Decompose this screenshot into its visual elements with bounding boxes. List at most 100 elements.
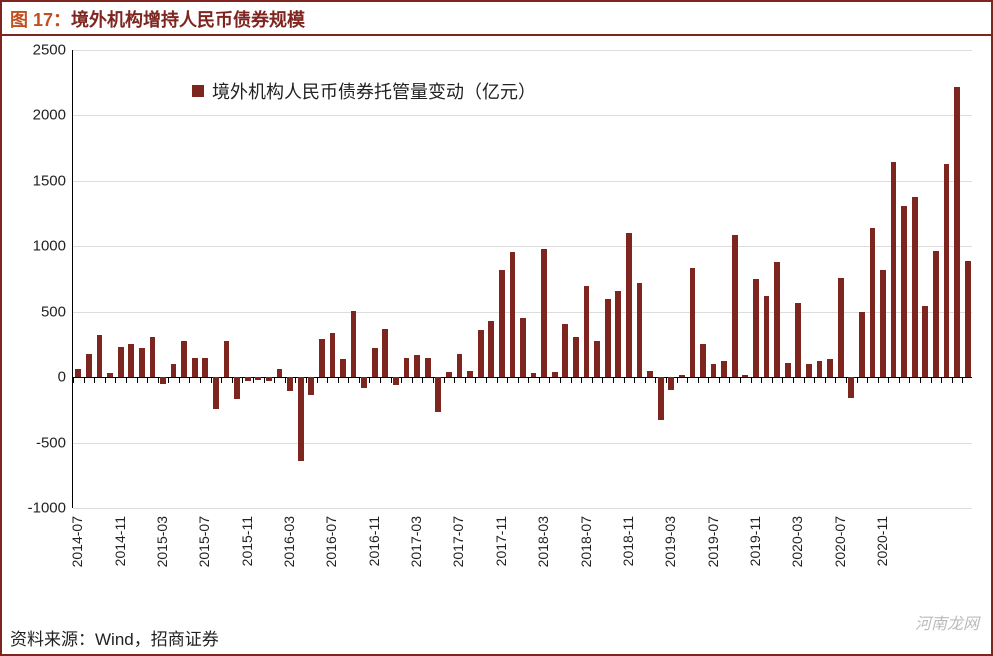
x-axis-label: 2018-11 — [620, 516, 636, 566]
bar — [806, 364, 812, 377]
bar — [118, 347, 124, 377]
x-tick — [729, 377, 730, 383]
bar — [870, 228, 876, 377]
x-axis-label: 2015-03 — [154, 516, 170, 567]
y-axis-label: -1000 — [12, 500, 66, 517]
gridline — [73, 115, 972, 116]
bar — [626, 233, 632, 377]
bar — [562, 324, 568, 377]
x-tick — [168, 377, 169, 383]
x-tick — [380, 377, 381, 383]
x-tick — [677, 377, 678, 383]
x-tick — [909, 377, 910, 383]
bar — [298, 377, 304, 461]
bar — [933, 251, 939, 377]
x-tick — [761, 377, 762, 383]
bar — [425, 358, 431, 377]
bar — [404, 358, 410, 378]
bar — [510, 252, 516, 378]
x-tick — [137, 377, 138, 383]
bar — [75, 369, 81, 377]
x-axis-label: 2017-11 — [493, 516, 509, 566]
x-tick — [941, 377, 942, 383]
x-tick — [317, 377, 318, 383]
bar — [160, 377, 166, 384]
x-tick — [73, 377, 74, 383]
bar — [668, 377, 674, 390]
x-tick — [401, 377, 402, 383]
x-tick — [295, 377, 296, 383]
x-tick — [528, 377, 529, 383]
bar — [266, 377, 272, 381]
bar — [467, 371, 473, 378]
x-axis-label: 2014-07 — [69, 516, 85, 567]
x-axis-label: 2018-03 — [535, 516, 551, 567]
x-tick — [793, 377, 794, 383]
bar — [605, 299, 611, 378]
x-tick — [253, 377, 254, 383]
x-tick — [740, 377, 741, 383]
bar — [742, 375, 748, 378]
bar — [891, 162, 897, 377]
y-axis-label: 2000 — [12, 107, 66, 124]
x-tick — [189, 377, 190, 383]
x-tick — [454, 377, 455, 383]
x-tick — [846, 377, 847, 383]
x-tick — [708, 377, 709, 383]
figure-title: 图 17：境外机构增持人民币债券规模 — [2, 2, 991, 36]
bar — [351, 311, 357, 377]
bar — [308, 377, 314, 395]
bar — [340, 359, 346, 377]
x-tick — [94, 377, 95, 383]
x-tick — [962, 377, 963, 383]
bar — [435, 377, 441, 412]
bar — [880, 270, 886, 377]
x-tick — [645, 377, 646, 383]
bar — [446, 372, 452, 377]
x-tick — [602, 377, 603, 383]
x-axis-label: 2017-03 — [408, 516, 424, 567]
bar — [817, 361, 823, 377]
bar — [615, 291, 621, 377]
x-tick — [412, 377, 413, 383]
x-tick — [518, 377, 519, 383]
bar — [679, 375, 685, 378]
x-tick — [655, 377, 656, 383]
bar — [319, 339, 325, 377]
x-tick — [465, 377, 466, 383]
x-axis-label: 2020-07 — [832, 516, 848, 567]
bar — [700, 344, 706, 377]
x-tick — [867, 377, 868, 383]
x-tick — [369, 377, 370, 383]
x-tick — [221, 377, 222, 383]
x-tick — [306, 377, 307, 383]
bar — [541, 249, 547, 377]
x-tick — [782, 377, 783, 383]
bar — [107, 373, 113, 377]
x-tick — [825, 377, 826, 383]
plot-region — [72, 50, 972, 508]
x-axis-label: 2019-11 — [747, 516, 763, 566]
x-tick — [835, 377, 836, 383]
bar — [499, 270, 505, 377]
bar — [912, 197, 918, 377]
bar — [637, 283, 643, 377]
x-axis-label: 2015-11 — [239, 516, 255, 566]
bar — [393, 377, 399, 385]
bar — [202, 358, 208, 377]
source-text: 资料来源：Wind，招商证券 — [10, 625, 219, 650]
x-tick — [666, 377, 667, 383]
bar — [901, 206, 907, 377]
x-tick — [772, 377, 773, 383]
x-axis-label: 2016-03 — [281, 516, 297, 567]
bar — [764, 296, 770, 377]
gridline — [73, 181, 972, 182]
bar — [690, 268, 696, 377]
bar — [457, 354, 463, 378]
x-tick — [581, 377, 582, 383]
watermark: 河南龙网 — [915, 610, 979, 634]
chart-area: 境外机构人民币债券托管量变动（亿元） -1000-500050010001500… — [12, 40, 985, 592]
x-tick — [560, 377, 561, 383]
bar — [732, 235, 738, 378]
bar — [848, 377, 854, 398]
